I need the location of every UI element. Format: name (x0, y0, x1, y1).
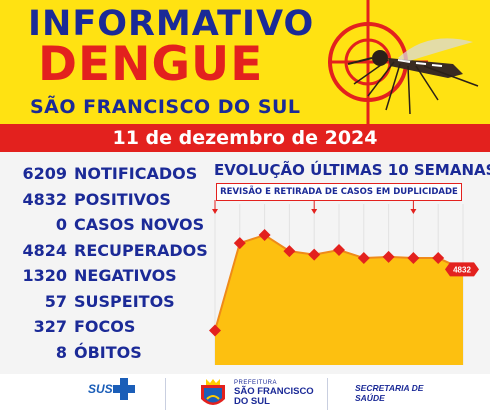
chart-marker (407, 252, 420, 265)
stats-list: 6209 NOTIFICADOS 4832 POSITIVOS 0 CASOS NOV… (0, 164, 208, 369)
stat-label: RECUPERADOS (74, 240, 208, 260)
stat-label: NEGATIVOS (74, 266, 177, 285)
prefeitura-label: PREFEITURA (234, 380, 278, 386)
date-bar: 11 de dezembro de 2024 (0, 124, 490, 152)
title-city: SÃO FRANCISCO DO SUL (30, 96, 301, 118)
chart-marker (333, 244, 345, 256)
stat-row: 1320 NEGATIVOS (0, 266, 205, 292)
stat-row: 327 FOCOS (0, 317, 205, 343)
stat-label: FOCOS (74, 317, 136, 336)
stat-row: 57 SUSPEITOS (0, 292, 205, 318)
chart-annotation-arrows (212, 200, 417, 214)
stat-value: 4832 (22, 189, 67, 209)
stat-row: 6209 NOTIFICADOS (0, 164, 205, 190)
footer-divider (327, 378, 328, 410)
mosquito-target-icon (328, 0, 479, 124)
chart-markers (209, 229, 445, 337)
stat-value: 57 (44, 291, 67, 311)
chart-annotation-box: REVISÃO E RETIRADA DE CASOS EM DUPLICIDA… (216, 183, 462, 201)
footer: SUS PREFEITURA SÃO FRANCISCO DO SUL SECR… (0, 374, 490, 420)
stat-label: POSITIVOS (74, 189, 171, 209)
annotation-arrow-head (410, 209, 417, 214)
last-value-marker (445, 262, 479, 277)
city-crest-icon (201, 379, 225, 405)
chart-marker (308, 248, 321, 261)
stat-row: 4832 POSITIVOS (0, 190, 205, 216)
stat-row: 4824 RECUPERADOS (0, 240, 208, 267)
title-informativo: INFORMATIVO (28, 4, 315, 44)
stat-row: 0 CASOS NOVOS (0, 215, 205, 241)
evolution-area-chart: 4832 (209, 200, 479, 365)
stat-value: 1320 (22, 266, 67, 285)
sus-logo-text: SUS (88, 382, 113, 396)
stat-label: SUSPEITOS (74, 291, 175, 311)
prefeitura-name: SÃO FRANCISCO DO SUL (234, 386, 314, 407)
stat-label: ÓBITOS (74, 342, 142, 362)
annotation-arrow-head (311, 209, 318, 214)
stat-value: 6209 (22, 164, 67, 183)
chart-marker (283, 245, 296, 258)
title-dengue: DENGUE (38, 37, 264, 92)
stat-value: 4824 (22, 240, 67, 260)
chart-marker (209, 324, 221, 337)
last-value-label: 4832 (453, 265, 471, 274)
stat-label: NOTIFICADOS (74, 164, 198, 183)
chart-marker (382, 250, 395, 263)
sus-cross-icon (113, 378, 135, 400)
stat-label: CASOS NOVOS (74, 215, 205, 234)
chart-marker (357, 252, 370, 265)
footer-divider (165, 378, 166, 410)
stat-value: 0 (55, 215, 67, 234)
annotation-arrow-head (212, 209, 218, 214)
chart-marker (233, 237, 246, 250)
header-banner: INFORMATIVO DENGUE SÃO FRANCISCO DO SUL (0, 0, 490, 124)
chart-title: EVOLUÇÃO ÚLTIMAS 10 SEMANAS (214, 161, 490, 179)
stat-row: 8 ÓBITOS (0, 343, 205, 369)
chart-last-label-group: 4832 (445, 262, 479, 277)
stat-value: 327 (33, 317, 67, 336)
content-area: 6209 NOTIFICADOS 4832 POSITIVOS 0 CASOS NOV… (0, 152, 490, 374)
chart-marker (432, 252, 445, 265)
chart-area (215, 235, 463, 365)
stat-value: 8 (55, 342, 67, 362)
chart-marker (258, 229, 271, 242)
secretaria-label: SECRETARIA DE SAÚDE (355, 383, 424, 403)
